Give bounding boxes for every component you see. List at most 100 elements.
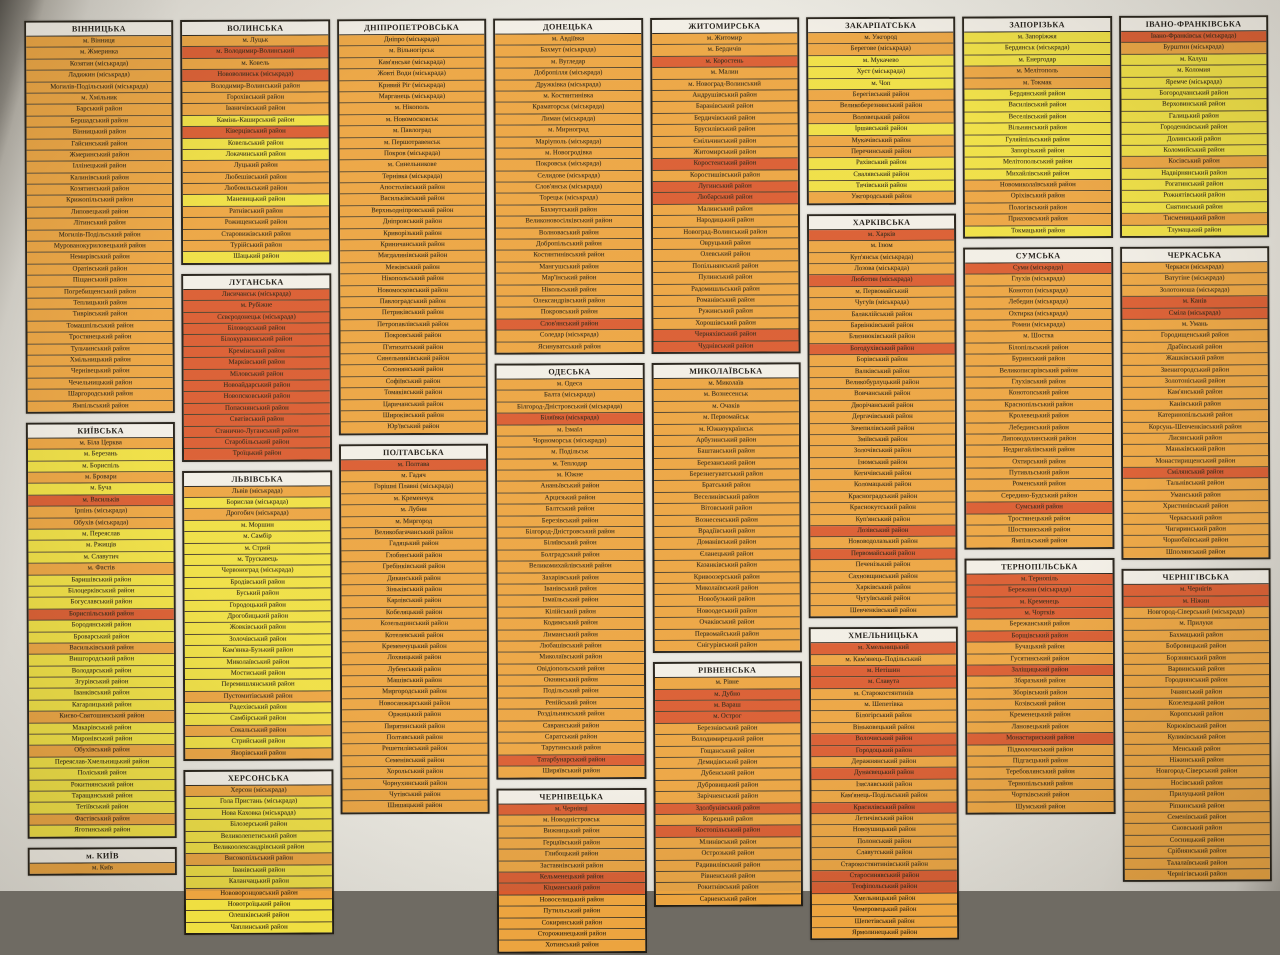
column-1: ВІННИЦЬКА м. Вінниця м. Жмеринка Козятин (м… [24,20,178,876]
zone-row: Диканський район [341,573,487,586]
zone-row: м. Ржищів [28,540,174,553]
zone-row: Широківський район [340,410,487,423]
zone-row: Лановецький район [967,721,1113,734]
zone-row: Бобровицький район [1123,641,1269,654]
zone-row: Теплицький район [27,298,173,311]
zone-row: Пулинський район [652,272,799,285]
zone-row: Красилівський район [811,802,957,815]
zone-row: Городоцький район [185,599,331,612]
zone-row: Машівський район [341,675,488,688]
zone-row: Криворізький район [339,228,486,241]
zone-row: Гощанський район [654,745,801,759]
zone-row: Кодимський район [497,618,644,631]
oblast-block: ЛУГАНСЬКА Лисичанськ (міськрада) м. Рубіжн… [181,273,332,462]
zone-row: Юр'ївський район [340,421,487,434]
zone-row: м. Очаків [653,401,799,414]
zone-row: Лиман (міськрада) [495,113,642,126]
zone-row: м. Шепетівка [810,699,957,712]
oblast-block: МИКОЛАЇВСЬКА м. Миколаїв м. Вознесенськ м. … [651,362,802,654]
zone-row: Богородчанський район [1121,88,1267,101]
zone-row: Путивльський район [966,468,1112,481]
zone-row: Обухів (міськрада) [28,517,174,530]
zone-row: м. Первомайський [809,286,955,299]
zone-row: Сокальський район [185,725,332,738]
zone-row: Вижницький район [498,826,645,839]
zone-row: Великоолександрівський район [186,842,332,855]
zone-row: Добропілля (міськрада) [495,68,641,81]
zone-row: Торецьк (міськрада) [496,193,642,206]
zone-row: Вовчанський район [809,388,956,402]
zone-row: Конотоп (міськрада) [965,285,1111,298]
zone-row: м. Кременець [966,596,1113,609]
zone-row: Чечельницький район [27,377,174,390]
oblast-block: ІВАНО-ФРАНКІВСЬКА Івано-Франківськ (міськ… [1118,15,1270,238]
zone-row: м. Теплодар [497,458,643,471]
zone-row: м. Калуш [1120,54,1267,67]
zone-row: м. Гадяч [340,470,487,483]
zone-row: Теофіпольський район [811,881,958,895]
zone-row: м. Бердичів [651,44,798,57]
zone-row: м. Рівне [654,677,800,690]
zone-row: м. Хмільник [26,93,172,106]
zone-row: Бершадський район [26,115,172,128]
zone-row: П'ятихатський район [340,342,486,355]
zone-row: м. Одеса [496,378,643,391]
zone-row: Локачинський район [183,149,329,162]
zone-row: Марганець (міськрада) [339,91,485,104]
zone-row: м. Самбір [184,531,331,544]
oblast-title: КИЇВСЬКА [27,423,174,439]
zone-row: Борислав (міськрада) [184,497,331,510]
zone-row: Томашпільський район [27,320,173,333]
zone-row: м. Запоріжжя [964,31,1110,45]
zone-row: Міловський район [184,368,330,381]
zone-row: Марківський район [183,357,330,370]
zone-row: Берегівський район [808,89,954,102]
zone-row: Тлумацький район [1121,224,1268,236]
zone-row: Ковельський район [183,137,329,150]
zone-row: Жовті Води (міськрада) [339,68,485,81]
zone-row: Новоушицький район [811,825,957,838]
zone-row: Павлоградський район [340,296,486,309]
zone-row: Здолбунівський район [655,802,801,815]
zone-row: Березівський район [497,515,643,528]
zone-row: Погребищенський район [27,286,173,299]
zone-row: Каланчацький район [186,876,332,889]
zone-row: Кам'янець-Подільський район [811,790,957,803]
zone-row: Коломацький район [810,480,956,493]
zone-row: Смілянський район [1122,467,1269,480]
zone-row: Глухів (міськрада) [965,274,1111,287]
column-8: ІВАНО-ФРАНКІВСЬКА Івано-Франківськ (міськ… [1118,15,1272,883]
zone-row: Полонський район [811,836,957,849]
zone-row: Березнівський район [654,723,801,736]
zone-row: Петриківський район [340,308,486,321]
zone-row: Ківерцівський район [182,126,329,139]
zone-row: Херсон (міськрада) [185,785,332,798]
zone-row: Кельменецький район [498,871,645,884]
zone-row: Біляївка (міськрада) [496,413,643,426]
zone-row: Новоград-Волинський район [652,226,798,240]
zone-row: Сєвєродонецьк (міськрада) [183,311,330,325]
oblast-block: ОДЕСЬКА м. Одеса Балта (міськрада) Білгород… [494,362,646,780]
zone-row: Іванківський район [29,688,175,701]
zone-row: Борівський район [809,354,955,367]
zone-row: Татарбунарський район [498,754,644,767]
zone-row: Менський район [1123,743,1270,756]
zone-row: Бережани (міськрада) [966,585,1113,598]
oblast-title: РІВНЕНСЬКА [654,663,800,679]
zone-row: Люботин (міськрада) [809,275,955,288]
zone-row: Іванівський район [186,865,332,878]
oblast-title: ЧЕРКАСЬКА [1121,248,1268,263]
zone-row: Жашківський район [1122,353,1268,366]
zone-row: Семенівський район [1124,812,1270,825]
zone-row: Сокирянський район [499,917,645,930]
zone-row: Жмеринський район [26,149,173,163]
zone-row: м. Вінниця [26,36,172,49]
zone-row: Охтирка (міськрада) [965,308,1112,321]
zone-row: Дергачівський район [809,411,956,424]
zone-row: Гайсинський район [26,138,173,151]
zone-row: м. Вараш [654,700,801,713]
zone-row: Косівський район [1121,156,1267,169]
zone-row: Балтський район [497,504,643,517]
oblast-block: ЧЕРКАСЬКА Черкаси (міськрада) Ватутіне (мі… [1119,246,1271,561]
zone-row: Приазовський район [965,214,1111,227]
